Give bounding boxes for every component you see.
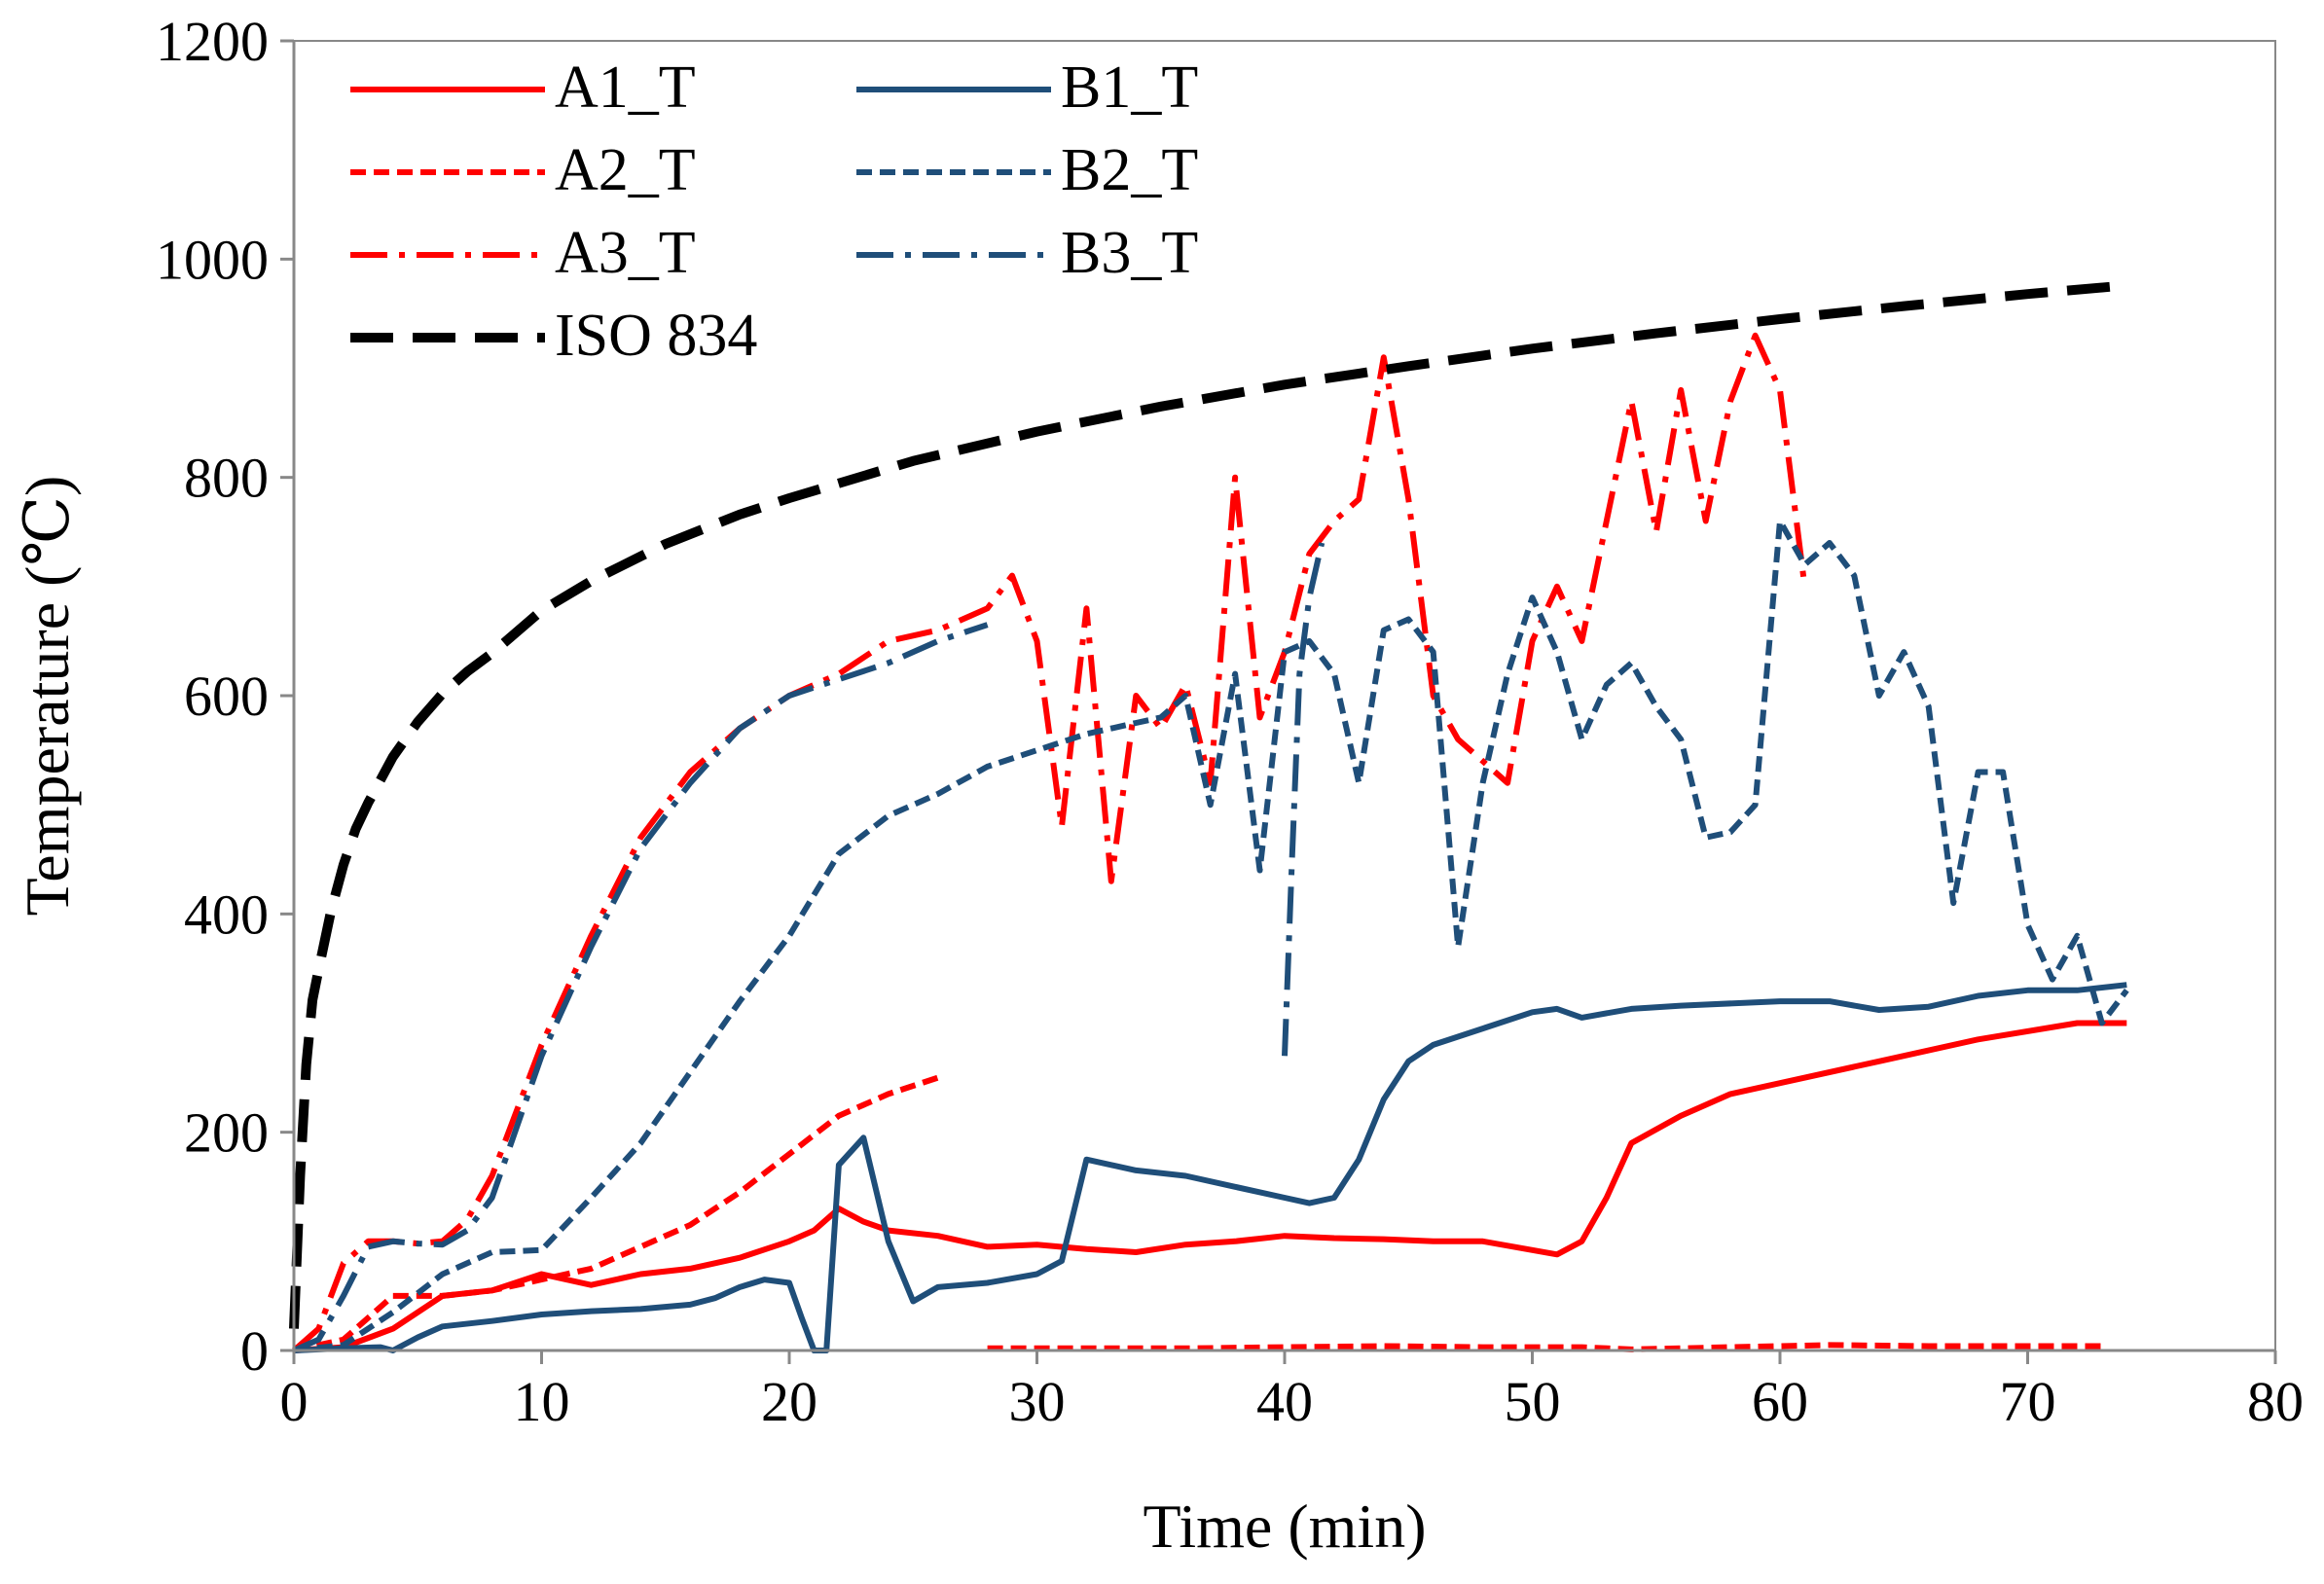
- y-tick-label: 1000: [156, 228, 269, 291]
- series-line-b2-t: [293, 518, 2129, 1353]
- x-tick-label: 50: [1505, 1370, 1561, 1433]
- legend-label: A1_T: [555, 54, 696, 121]
- x-tick-label: 20: [761, 1370, 817, 1433]
- x-tick-label: 10: [514, 1370, 570, 1433]
- x-tick-label: 40: [1256, 1370, 1313, 1433]
- x-tick-label: 80: [2247, 1370, 2304, 1433]
- x-tick-label: 70: [2000, 1370, 2056, 1433]
- series-layer: [289, 280, 2129, 1353]
- series-line-a1-t: [293, 1020, 2127, 1353]
- x-tick-label: 30: [1009, 1370, 1066, 1433]
- legend-label: A3_T: [555, 220, 696, 286]
- legend-label: ISO 834: [555, 303, 757, 369]
- y-axis-title: Temperature (℃): [13, 476, 82, 917]
- x-axis-title: Time (min): [1144, 1492, 1427, 1561]
- series-line-iso-834: [289, 280, 2127, 1329]
- legend-label: A2_T: [555, 137, 696, 203]
- y-tick-label: 1200: [156, 10, 269, 73]
- legend-label: B2_T: [1061, 137, 1198, 203]
- legend-label: B3_T: [1061, 220, 1198, 286]
- series-line-b1-t: [293, 982, 2127, 1353]
- series-line-a2-t: [293, 1074, 2102, 1353]
- plot-area-frame: [293, 40, 2276, 1351]
- legend-label: B1_T: [1061, 54, 1198, 121]
- y-tick-label: 200: [184, 1101, 269, 1165]
- x-tick-label: 0: [280, 1370, 309, 1433]
- series-line-b3-t: [292, 542, 1325, 1353]
- legend: A1_T A2_T A3_T B1_T B2_T B3_T ISO 834: [350, 54, 1198, 369]
- y-tick-label: 400: [184, 882, 269, 946]
- x-tick-label: 60: [1752, 1370, 1808, 1433]
- y-tick-label: 0: [240, 1319, 269, 1383]
- y-tick-label: 600: [184, 665, 269, 728]
- series-line-a3-t: [292, 332, 1808, 1353]
- y-tick-label: 800: [184, 447, 269, 510]
